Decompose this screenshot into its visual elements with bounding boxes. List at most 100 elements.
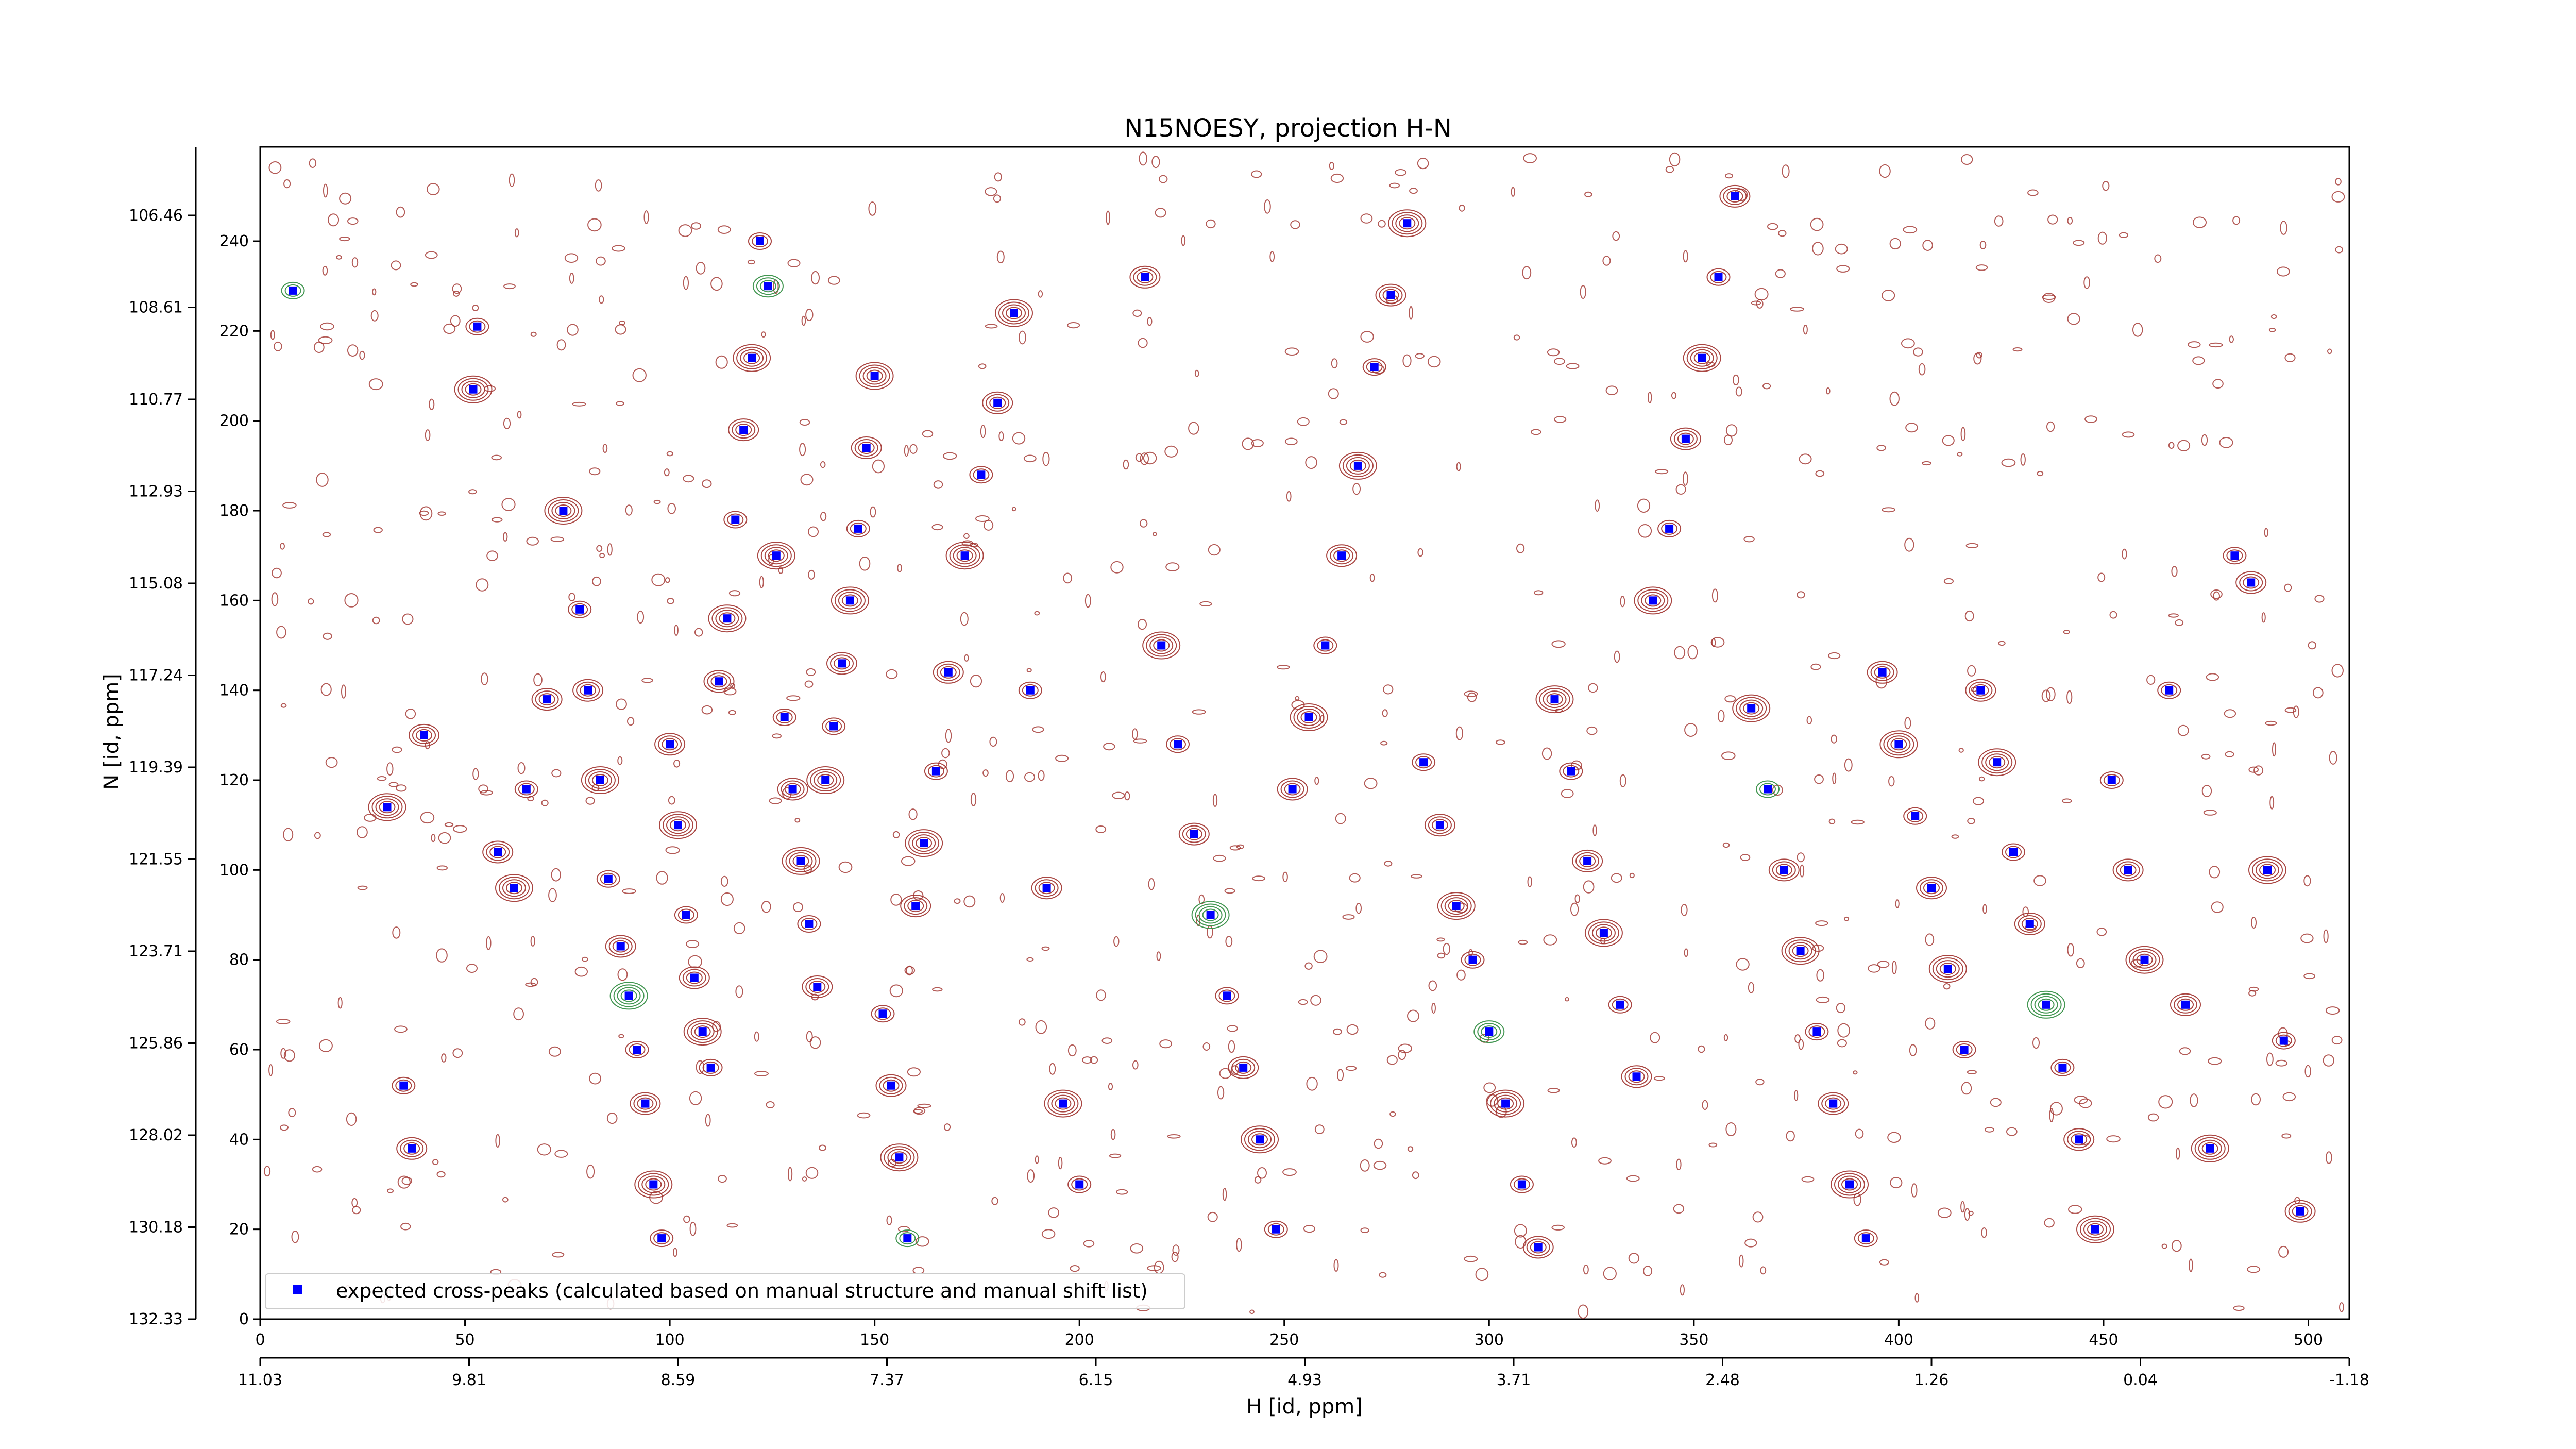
noise-contour [1290, 220, 1300, 229]
noise-contour [1132, 1060, 1139, 1070]
noise-contour [436, 948, 448, 963]
noise-contour [268, 161, 282, 174]
cross-peak-point [1845, 1180, 1854, 1189]
peak-contour [1424, 814, 1455, 837]
peak-contour [1916, 877, 1947, 900]
noise-contour [1925, 1017, 1936, 1030]
peak-contour [461, 380, 485, 398]
cross-peak-point [1812, 1027, 1821, 1036]
noise-contour [1159, 1039, 1173, 1049]
cross-peak-point [1861, 1234, 1870, 1243]
noise-contour [1978, 776, 1985, 782]
noise-contour [568, 593, 575, 601]
noise-contour [1464, 1255, 1478, 1262]
noise-contour [569, 273, 574, 284]
noise-contour [686, 940, 700, 948]
noise-contour [1725, 424, 1738, 437]
noise-contour [892, 831, 900, 838]
noise-contour [1333, 1028, 1342, 1035]
noise-contour [323, 632, 332, 640]
noise-contour [1082, 1056, 1093, 1064]
peak-contour [2284, 1200, 2316, 1223]
noise-contour [963, 895, 976, 908]
noise-contour [2171, 1240, 2182, 1252]
noise-contour [1067, 1044, 1077, 1057]
peak-contour [2125, 946, 2164, 974]
noise-contour [2177, 440, 2191, 451]
peak-contour [544, 497, 583, 525]
noise-contour [616, 401, 624, 406]
noise-contour [945, 729, 952, 743]
noise-contour [1409, 188, 1418, 194]
cross-peak-point [2230, 551, 2239, 560]
noise-contour [1005, 770, 1014, 783]
noise-contour [530, 936, 535, 947]
peak-contour [1874, 666, 1891, 679]
peak-contour [953, 547, 977, 565]
noise-contour [2251, 1093, 2261, 1106]
noise-contour [1976, 351, 1982, 359]
noise-contour [272, 567, 282, 579]
noise-contour [1090, 1056, 1098, 1064]
noise-contour [2109, 611, 2117, 619]
noise-contour [786, 695, 801, 701]
noise-contour [2335, 246, 2344, 254]
peak-contour [1326, 544, 1358, 567]
noise-contour [572, 401, 586, 407]
noise-contour [820, 461, 826, 468]
noise-contour [280, 1048, 286, 1059]
peak-contour [1293, 706, 1325, 729]
noise-contour [2213, 591, 2221, 601]
peak-contour [1956, 1043, 1973, 1056]
peak-contour [1928, 955, 1967, 983]
y-index-tick-label: 200 [219, 412, 249, 430]
peak-contour [1710, 271, 1727, 283]
cross-peak-point [1026, 686, 1035, 695]
noise-contour [309, 158, 317, 169]
noise-contour [291, 1231, 299, 1243]
noise-contour [2280, 221, 2287, 235]
noise-contour [1297, 417, 1310, 426]
peak-contour [1808, 1025, 1825, 1038]
noise-contour [2331, 1036, 2343, 1045]
noise-contour [1437, 952, 1446, 959]
peak-contour [2223, 547, 2247, 565]
noise-contour [288, 1108, 296, 1118]
noise-contour [1019, 330, 1026, 345]
noise-contour [1998, 641, 2006, 646]
noise-contour [616, 698, 627, 710]
peak-contour [1972, 684, 1989, 697]
x-ppm-tick-label: 6.15 [1079, 1371, 1113, 1389]
noise-contour [509, 173, 515, 187]
noise-contour [1229, 845, 1241, 851]
noise-contour [2327, 348, 2332, 355]
noise-contour [1603, 1267, 1617, 1280]
noise-contour [1554, 358, 1565, 365]
noise-contour [313, 341, 325, 353]
noise-contour [1814, 774, 1824, 784]
noise-contour [1217, 1086, 1225, 1100]
noise-contour [717, 225, 731, 234]
noise-contour [1723, 1034, 1728, 1041]
peak-contour [499, 877, 530, 900]
noise-contour [2067, 943, 2074, 957]
peak-contour [802, 975, 833, 998]
noise-contour [322, 532, 331, 537]
y-ppm-tick-label: 119.39 [129, 759, 183, 777]
noise-contour [533, 673, 543, 687]
y-index-tick-label: 40 [229, 1131, 249, 1149]
peak-contour [1379, 286, 1403, 304]
noise-contour [1147, 317, 1153, 326]
peak-contour [1290, 703, 1328, 731]
peak-contour [711, 607, 743, 630]
noise-contour [323, 183, 328, 198]
peak-contour [1978, 748, 2016, 777]
noise-contour [1428, 980, 1437, 991]
noise-contour [346, 1112, 357, 1126]
peak-contour [1333, 549, 1350, 562]
peak-contour [379, 801, 396, 814]
noise-contour [283, 179, 291, 189]
noise-contour [1100, 671, 1106, 683]
noise-contour [1133, 738, 1147, 744]
peak-contour [1588, 921, 1619, 945]
